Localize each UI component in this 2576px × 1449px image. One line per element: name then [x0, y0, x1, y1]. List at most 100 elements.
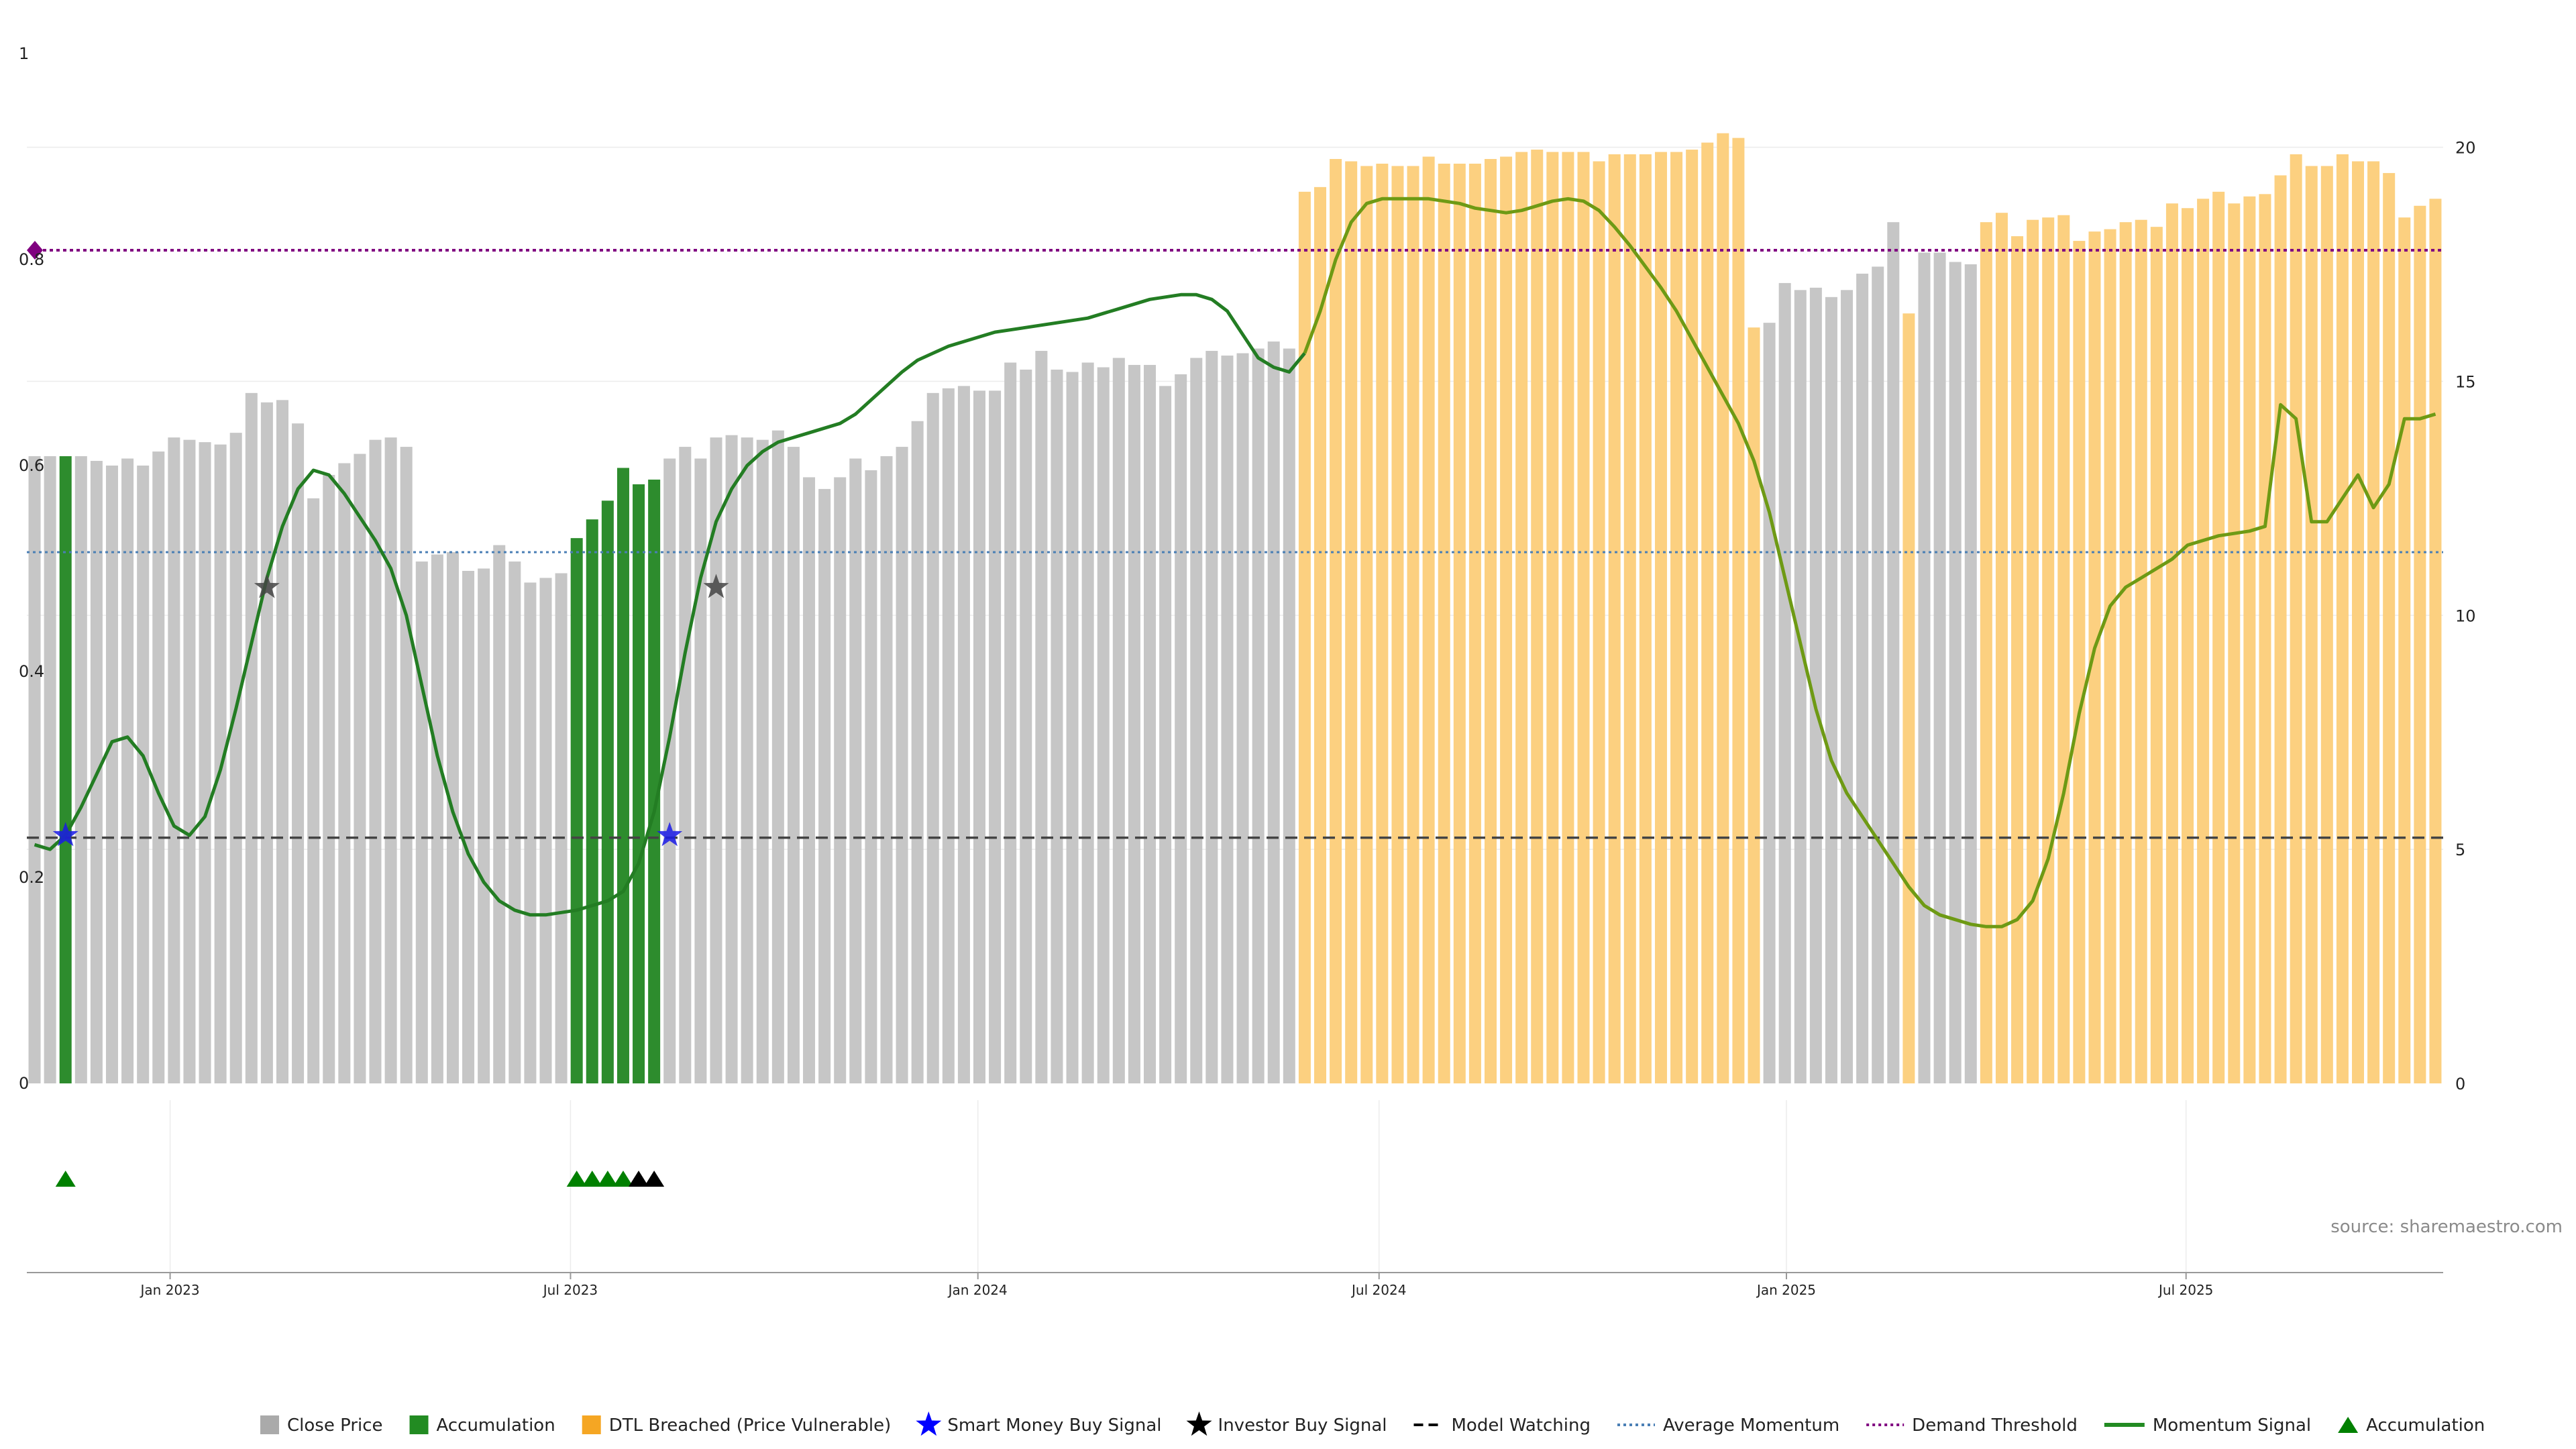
close-price-bar	[168, 437, 180, 1083]
legend-label: Average Momentum	[1663, 1415, 1839, 1436]
dtl-breached-bar	[2336, 154, 2349, 1083]
dtl-breached-bar	[1623, 154, 1636, 1083]
accumulation-marker	[597, 1171, 618, 1187]
close-price-bar	[354, 453, 366, 1083]
dtl-breached-bar	[2398, 217, 2411, 1084]
dtl-breached-bar	[1438, 163, 1450, 1084]
left-axis-tick: 1	[19, 44, 29, 63]
close-price-bar	[741, 437, 753, 1083]
dtl-breached-bar	[1531, 150, 1544, 1083]
accumulation-marker	[582, 1171, 602, 1187]
dtl-breached-bar	[1639, 154, 1652, 1083]
legend-label: Momentum Signal	[2153, 1415, 2311, 1436]
date-tick-label: Jul 2025	[2157, 1282, 2213, 1298]
close-price-bar	[1020, 369, 1032, 1083]
date-tick-label: Jul 2024	[1350, 1282, 1406, 1298]
dtl-breached-bar	[2212, 191, 2225, 1084]
dtl-breached-bar	[1360, 166, 1373, 1084]
dtl-breached-bar	[1654, 152, 1667, 1083]
investor-buy-signal	[254, 574, 280, 598]
dtl-breached-bar	[1330, 158, 1342, 1084]
dtl-breached-bar	[2027, 219, 2039, 1084]
close-price-bar	[121, 458, 134, 1083]
close-price-bar	[1267, 341, 1280, 1084]
momentum-signal-line	[34, 292, 1306, 917]
dtl-breached-bar	[1313, 186, 1326, 1084]
close-price-bar	[74, 456, 87, 1083]
close-price-bar	[292, 423, 305, 1083]
legend-label: Investor Buy Signal	[1218, 1415, 1387, 1436]
close-price-bar	[307, 498, 320, 1083]
close-price-bar	[478, 568, 490, 1083]
close-price-bar	[105, 466, 118, 1083]
close-price-bar	[1081, 362, 1094, 1083]
legend: Close Price Accumulation DTL Breached (Pri…	[260, 1411, 2485, 1436]
dtl-breached-bar	[2352, 161, 2365, 1084]
close-price-bar	[384, 437, 397, 1083]
dtl-breached-bar	[1608, 154, 1621, 1083]
accumulation-marker	[566, 1171, 587, 1187]
accumulation-bar	[570, 538, 583, 1083]
signal-markers-layer	[52, 574, 729, 847]
close-price-bar	[1872, 266, 1884, 1084]
dtl-breached-bar	[1686, 150, 1699, 1083]
close-price-bar	[1221, 356, 1234, 1083]
close-price-bar	[44, 456, 56, 1083]
close-price-bar	[1252, 348, 1265, 1083]
close-price-bar	[1144, 364, 1157, 1083]
dtl-breached-bar	[2259, 194, 2271, 1083]
dtl-breached-bar	[1468, 163, 1481, 1084]
left-axis-tick: 0.2	[19, 868, 44, 887]
accumulation-bar	[648, 479, 661, 1083]
demand-threshold-marker	[27, 241, 43, 260]
dtl-breached-bar	[2197, 199, 2210, 1083]
investor-buy-signal	[703, 574, 729, 598]
close-price-bar	[28, 456, 41, 1083]
close-price-bar	[803, 477, 816, 1083]
close-price-bar	[849, 458, 862, 1083]
dtl-breached-bar	[2057, 215, 2070, 1084]
close-price-bar	[446, 552, 459, 1083]
dtl-breached-bar	[2073, 241, 2086, 1084]
right-axis-tick: 10	[2455, 606, 2476, 625]
close-price-bar	[1949, 262, 1962, 1083]
close-price-bar	[1283, 348, 1295, 1083]
dtl-breached-bar	[1515, 152, 1528, 1083]
close-price-bar	[1964, 264, 1977, 1084]
dtl-breached-bar	[1500, 156, 1513, 1083]
close-price-bar	[989, 390, 1002, 1083]
close-price-bar	[137, 466, 150, 1083]
close-price-bar	[323, 474, 335, 1083]
legend-label: Accumulation	[437, 1415, 555, 1436]
dtl-breached-bar	[2088, 231, 2101, 1083]
dtl-breached-bar	[1298, 191, 1311, 1084]
legend-label: DTL Breached (Price Vulnerable)	[609, 1415, 892, 1436]
close-price-bar	[1933, 252, 1946, 1083]
close-price-bar	[1159, 386, 1172, 1083]
dtl-breached-bar	[1902, 313, 1915, 1083]
dtl-breached-bar	[2182, 208, 2194, 1083]
close-price-bar	[1205, 351, 1218, 1083]
close-price-bar	[415, 561, 428, 1083]
accumulation-bar	[59, 456, 72, 1083]
legend-swatch-square	[260, 1415, 279, 1434]
close-price-bar	[539, 578, 552, 1083]
close-price-bar	[1097, 367, 1110, 1083]
legend-label: Smart Money Buy Signal	[947, 1415, 1161, 1436]
close-price-bar	[896, 447, 908, 1083]
close-price-bar	[942, 388, 955, 1084]
dtl-breached-bar	[2414, 205, 2426, 1083]
close-price-bar	[679, 447, 692, 1083]
close-price-bar	[771, 430, 784, 1083]
source-label: source: sharemaestro.com	[2330, 1217, 2563, 1237]
dtl-breached-bar	[2320, 166, 2333, 1084]
legend-swatch-star	[916, 1411, 942, 1436]
bars-layer	[28, 133, 2442, 1084]
close-price-bar	[524, 582, 537, 1083]
close-price-bar	[1763, 323, 1776, 1084]
close-price-bar	[1004, 362, 1017, 1083]
momentum-signal-line-late	[1303, 197, 2436, 928]
date-tick-label: Jan 2024	[947, 1282, 1008, 1298]
accumulation-bar	[616, 468, 629, 1083]
